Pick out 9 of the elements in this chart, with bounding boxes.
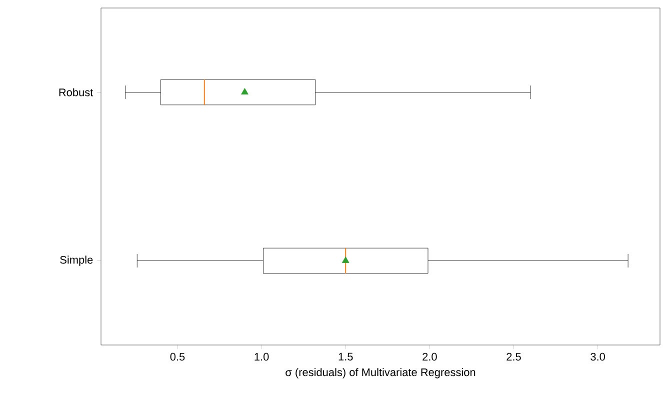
x-tick-label: 3.0	[590, 352, 605, 361]
y-tick-label: Simple	[60, 256, 93, 266]
x-tick-label: 1.0	[254, 352, 269, 361]
y-tick-label: Robust	[59, 88, 94, 96]
x-tick-label: 0.5	[170, 352, 185, 361]
x-tick-label: 1.5	[338, 352, 353, 360]
x-tick-label: 2.5	[506, 352, 521, 361]
x-axis-title: σ (residuals) of Multivariate Regression	[286, 368, 476, 378]
x-tick-label: 2.0	[422, 352, 437, 361]
